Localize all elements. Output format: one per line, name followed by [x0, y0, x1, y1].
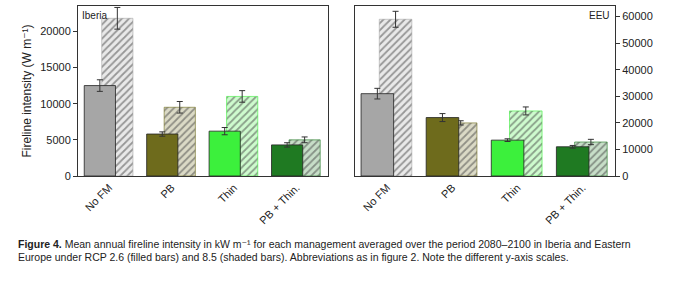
svg-text:40000: 40000	[622, 64, 653, 76]
svg-text:EEU: EEU	[589, 10, 610, 21]
svg-text:Iberia: Iberia	[82, 10, 107, 21]
svg-text:Fireline intensity (W m⁻¹): Fireline intensity (W m⁻¹)	[20, 24, 34, 157]
svg-text:10000: 10000	[622, 143, 653, 155]
svg-text:PB: PB	[158, 182, 177, 201]
svg-text:50000: 50000	[622, 37, 653, 49]
svg-text:10000: 10000	[40, 98, 71, 110]
svg-text:20000: 20000	[622, 117, 653, 129]
svg-text:No FM: No FM	[83, 182, 115, 214]
svg-text:5000: 5000	[46, 134, 70, 146]
html-text:Figure 4. Mean annual fireline: Figure 4. Mean annual fireline intensity…	[18, 238, 631, 263]
svg-text:Thin: Thin	[216, 182, 240, 206]
svg-text:15000: 15000	[40, 61, 71, 73]
svg-text:0: 0	[622, 170, 628, 182]
svg-text:60000: 60000	[622, 10, 653, 22]
svg-text:0: 0	[65, 170, 71, 182]
svg-text:Thin: Thin	[499, 182, 523, 206]
svg-text:PB: PB	[439, 182, 458, 201]
svg-text:PB + Thin.: PB + Thin.	[257, 182, 302, 227]
svg-text:PB + Thin.: PB + Thin.	[543, 182, 588, 227]
svg-text:20000: 20000	[40, 25, 71, 37]
svg-text:No FM: No FM	[361, 182, 393, 214]
svg-text:30000: 30000	[622, 90, 653, 102]
